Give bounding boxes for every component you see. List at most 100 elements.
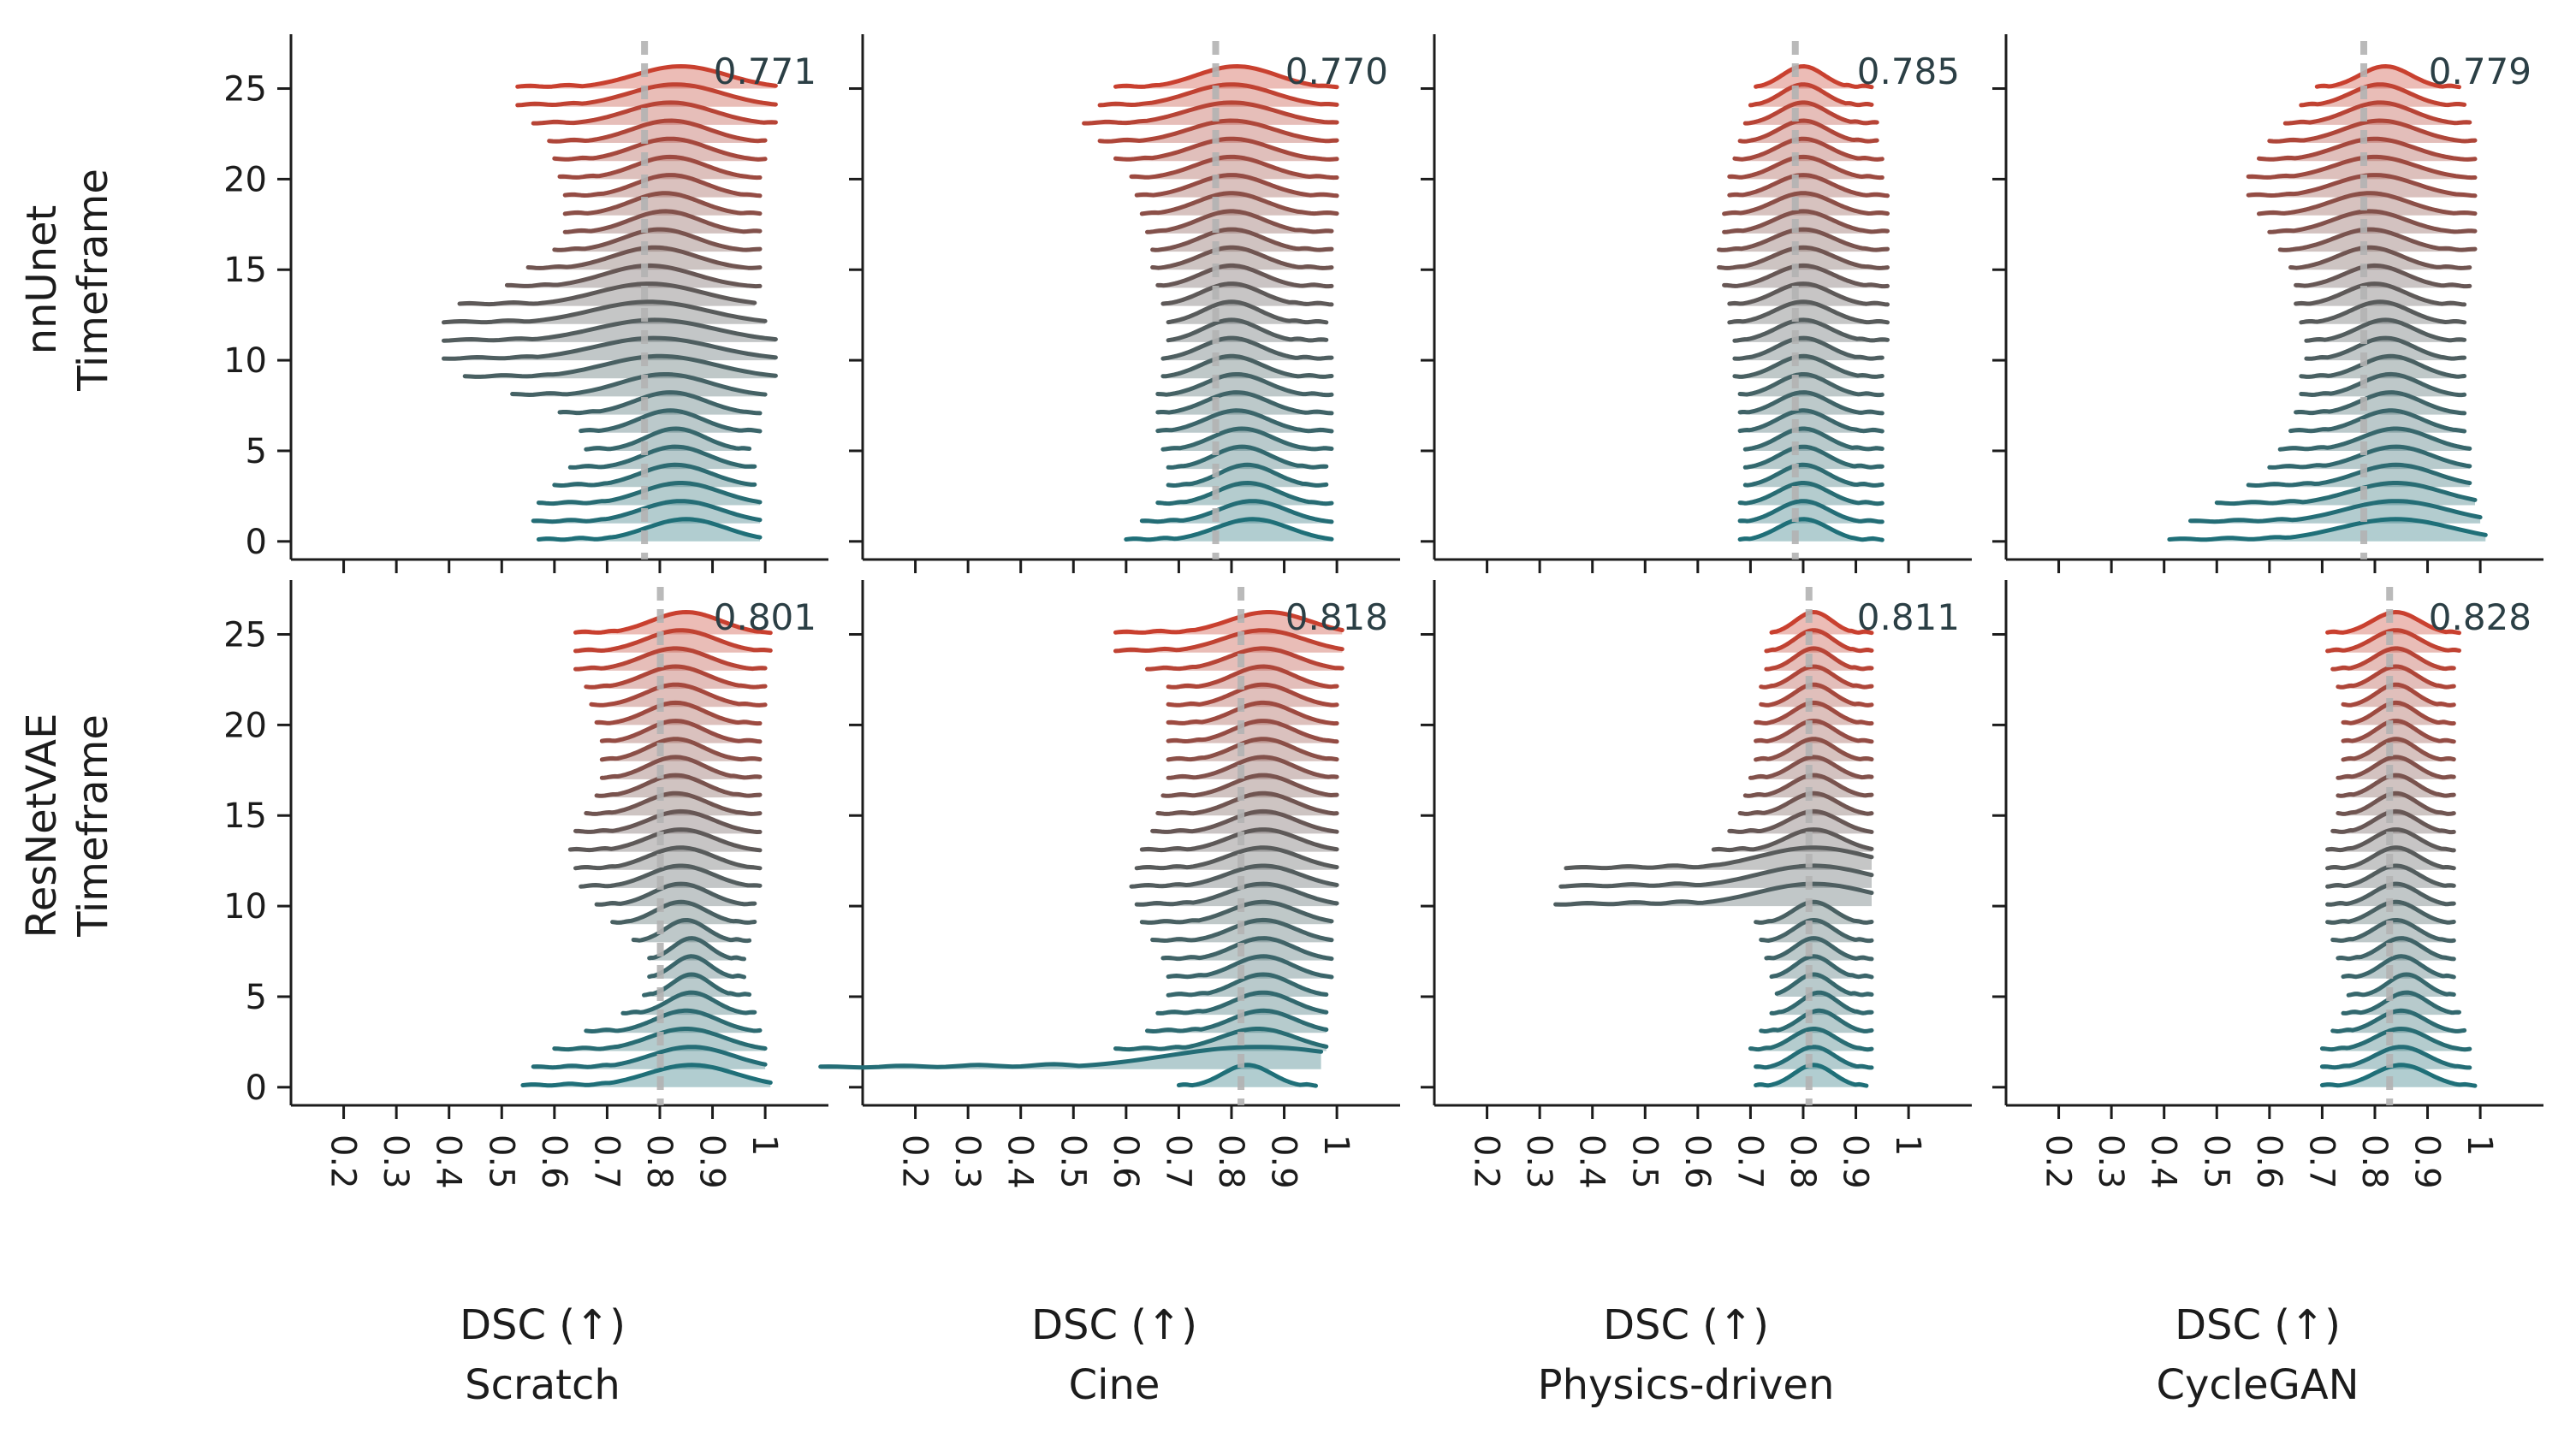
ridge-line-t25 bbox=[1754, 64, 1874, 90]
ridge-fill-t14 bbox=[575, 811, 760, 834]
ridge-line-t7 bbox=[1155, 390, 1334, 416]
ridge-line-t17 bbox=[1722, 209, 1890, 234]
ridge-line-t11 bbox=[1166, 317, 1329, 343]
ridge-line-t13 bbox=[1160, 281, 1334, 307]
ridge-fill-t1 bbox=[533, 1046, 766, 1069]
ridge-line-t13 bbox=[457, 281, 757, 307]
x-tick-label: 0.4 bbox=[2144, 1134, 2183, 1189]
ridge-line-t22 bbox=[547, 118, 768, 144]
ridge-line-t10 bbox=[442, 335, 778, 361]
ridge-fill-t17 bbox=[2337, 756, 2454, 779]
ridge-line-t22 bbox=[1759, 664, 1874, 690]
panel-nnunet-scratch: 0 5 10 15 20 25 0.771 bbox=[223, 34, 828, 573]
ridge-fill-t4 bbox=[570, 447, 755, 470]
ridge-line-t10 bbox=[594, 881, 757, 907]
ridge-line-t19 bbox=[599, 719, 763, 744]
ridge-line-t13 bbox=[2325, 827, 2456, 853]
ridge-fill-t16 bbox=[1718, 229, 1888, 252]
ridge-line-t6 bbox=[1166, 954, 1334, 980]
ridge-line-t6 bbox=[579, 408, 763, 434]
ridge-fill-t12 bbox=[575, 847, 760, 870]
ridge-line-t1 bbox=[531, 1045, 768, 1070]
ridge-line-t10 bbox=[1134, 881, 1339, 907]
ridge-line-t22 bbox=[2267, 118, 2478, 144]
ridge-line-t11 bbox=[2304, 317, 2467, 343]
ridge-fill-t15 bbox=[2290, 247, 2470, 270]
ridge-line-t8 bbox=[510, 372, 768, 397]
ridge-line-t0 bbox=[1124, 517, 1334, 542]
ridge-fill-t1 bbox=[1755, 1046, 1872, 1069]
ridge-line-t3 bbox=[1759, 1008, 1874, 1033]
ridge-fill-t25 bbox=[1115, 612, 1343, 635]
ridge-line-t0 bbox=[1176, 1063, 1318, 1088]
ridge-line-t3 bbox=[1166, 462, 1329, 488]
ridge-line-t24 bbox=[573, 628, 773, 654]
ridge-line-t7 bbox=[2336, 936, 2456, 962]
ridge-fill-t11 bbox=[1734, 319, 1888, 342]
ridge-line-t14 bbox=[1722, 263, 1890, 289]
ridge-line-t2 bbox=[1113, 1027, 1329, 1052]
ridge-line-t18 bbox=[1722, 191, 1890, 216]
ridge-fill-t4 bbox=[1745, 447, 1883, 470]
ridge-line-t22 bbox=[1166, 664, 1339, 690]
ridge-fill-t3 bbox=[585, 1010, 760, 1033]
ridge-line-t5 bbox=[2277, 426, 2472, 452]
ridge-line-t10 bbox=[2304, 335, 2467, 361]
ridge-line-t2 bbox=[2319, 1027, 2472, 1052]
y-tick-label: 15 bbox=[223, 251, 267, 290]
ridge-line-t2 bbox=[1748, 1027, 1874, 1052]
ridge-line-t6 bbox=[647, 954, 746, 980]
ridge-line-t25 bbox=[2314, 64, 2461, 90]
ridge-fill-t14 bbox=[1152, 811, 1338, 834]
ridge-fill-t14 bbox=[1729, 811, 1872, 834]
ridge-line-t9 bbox=[1160, 353, 1334, 379]
ridge-fill-t5 bbox=[2348, 974, 2454, 997]
mean-dsc-label: 0.818 bbox=[1285, 596, 1388, 638]
ridge-line-t23 bbox=[2330, 646, 2456, 672]
ridge-fill-t10 bbox=[2306, 338, 2465, 361]
ridge-line-t25 bbox=[1769, 610, 1874, 636]
ridge-fill-t24 bbox=[1750, 84, 1872, 107]
ridge-line-t15 bbox=[2288, 245, 2472, 270]
x-tick-label: 0.7 bbox=[2301, 1134, 2341, 1189]
ridge-line-t9 bbox=[1139, 899, 1334, 925]
ridge-fill-t16 bbox=[2337, 775, 2454, 798]
ridge-fill-t20 bbox=[560, 157, 760, 180]
ridge-line-t20 bbox=[1727, 154, 1885, 181]
ridge-fill-t6 bbox=[1168, 956, 1332, 979]
x-tick-label: 0.5 bbox=[481, 1134, 520, 1189]
column-label-line: DSC (↑) bbox=[2175, 1301, 2341, 1349]
ridge-line-t7 bbox=[557, 390, 763, 416]
x-tick-label: 0.9 bbox=[692, 1134, 732, 1189]
ridge-line-t21 bbox=[1166, 682, 1339, 708]
ridge-fill-t11 bbox=[1168, 319, 1327, 342]
y-tick-label: 20 bbox=[223, 706, 267, 745]
ridge-fill-t8 bbox=[1740, 374, 1883, 397]
ridge-line-t8 bbox=[1155, 372, 1334, 398]
ridge-line-t1 bbox=[531, 499, 763, 524]
ridge-line-t8 bbox=[1737, 372, 1885, 398]
ridge-fill-t10 bbox=[1555, 884, 1872, 907]
ridge-line-t7 bbox=[647, 936, 746, 962]
ridge-fill-t7 bbox=[560, 392, 760, 415]
ridge-line-t5 bbox=[1166, 972, 1329, 998]
ridge-line-t14 bbox=[1727, 808, 1874, 834]
ridge-line-t17 bbox=[562, 209, 763, 234]
ridge-fill-t20 bbox=[1168, 702, 1338, 725]
x-tick-label: 0.3 bbox=[947, 1134, 987, 1189]
ridge-fill-t21 bbox=[554, 139, 766, 162]
ridge-fill-t9 bbox=[1755, 902, 1872, 925]
ridge-line-t17 bbox=[1145, 209, 1334, 234]
x-tick-label: 0.9 bbox=[2407, 1134, 2447, 1189]
y-tick-label: 25 bbox=[223, 70, 267, 110]
ridge-line-t12 bbox=[1727, 299, 1890, 325]
ridge-fill-t25 bbox=[1772, 612, 1872, 635]
ridge-fill-t0 bbox=[2169, 518, 2486, 542]
ridge-line-t16 bbox=[594, 773, 763, 798]
ridge-line-t22 bbox=[1737, 118, 1879, 144]
ridge-line-t15 bbox=[584, 791, 763, 816]
ridge-line-t11 bbox=[579, 863, 763, 889]
ridge-line-t16 bbox=[1717, 227, 1890, 252]
ridge-fill-t2 bbox=[1740, 483, 1883, 506]
ridge-fill-t8 bbox=[512, 374, 766, 397]
